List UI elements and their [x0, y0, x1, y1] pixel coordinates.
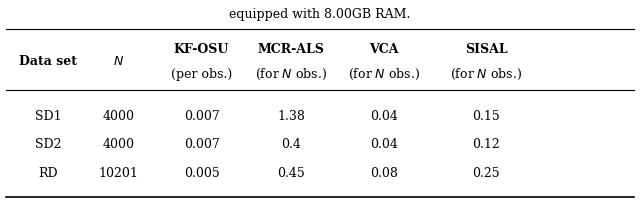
Text: $N$: $N$ — [113, 55, 124, 68]
Text: equipped with 8.00GB RAM.: equipped with 8.00GB RAM. — [229, 8, 411, 21]
Text: KF-OSU: KF-OSU — [174, 42, 229, 55]
Text: MCR-ALS: MCR-ALS — [258, 42, 324, 55]
Text: SD1: SD1 — [35, 110, 61, 123]
Text: VCA: VCA — [369, 42, 399, 55]
Text: 0.25: 0.25 — [472, 166, 500, 179]
Text: RD: RD — [38, 166, 58, 179]
Text: 0.4: 0.4 — [281, 137, 301, 150]
Text: 0.04: 0.04 — [370, 137, 398, 150]
Text: 4000: 4000 — [102, 110, 134, 123]
Text: 0.005: 0.005 — [184, 166, 220, 179]
Text: 0.45: 0.45 — [277, 166, 305, 179]
Text: 4000: 4000 — [102, 137, 134, 150]
Text: (for $N$ obs.): (for $N$ obs.) — [451, 67, 522, 82]
Text: 0.08: 0.08 — [370, 166, 398, 179]
Text: (for $N$ obs.): (for $N$ obs.) — [255, 67, 327, 82]
Text: 0.12: 0.12 — [472, 137, 500, 150]
Text: SD2: SD2 — [35, 137, 61, 150]
Text: 10201: 10201 — [99, 166, 138, 179]
Text: Data set: Data set — [19, 55, 77, 68]
Text: (per obs.): (per obs.) — [171, 68, 232, 81]
Text: 0.04: 0.04 — [370, 110, 398, 123]
Text: (for $N$ obs.): (for $N$ obs.) — [348, 67, 420, 82]
Text: 0.007: 0.007 — [184, 137, 220, 150]
Text: SISAL: SISAL — [465, 42, 508, 55]
Text: 1.38: 1.38 — [277, 110, 305, 123]
Text: 0.007: 0.007 — [184, 110, 220, 123]
Text: 0.15: 0.15 — [472, 110, 500, 123]
